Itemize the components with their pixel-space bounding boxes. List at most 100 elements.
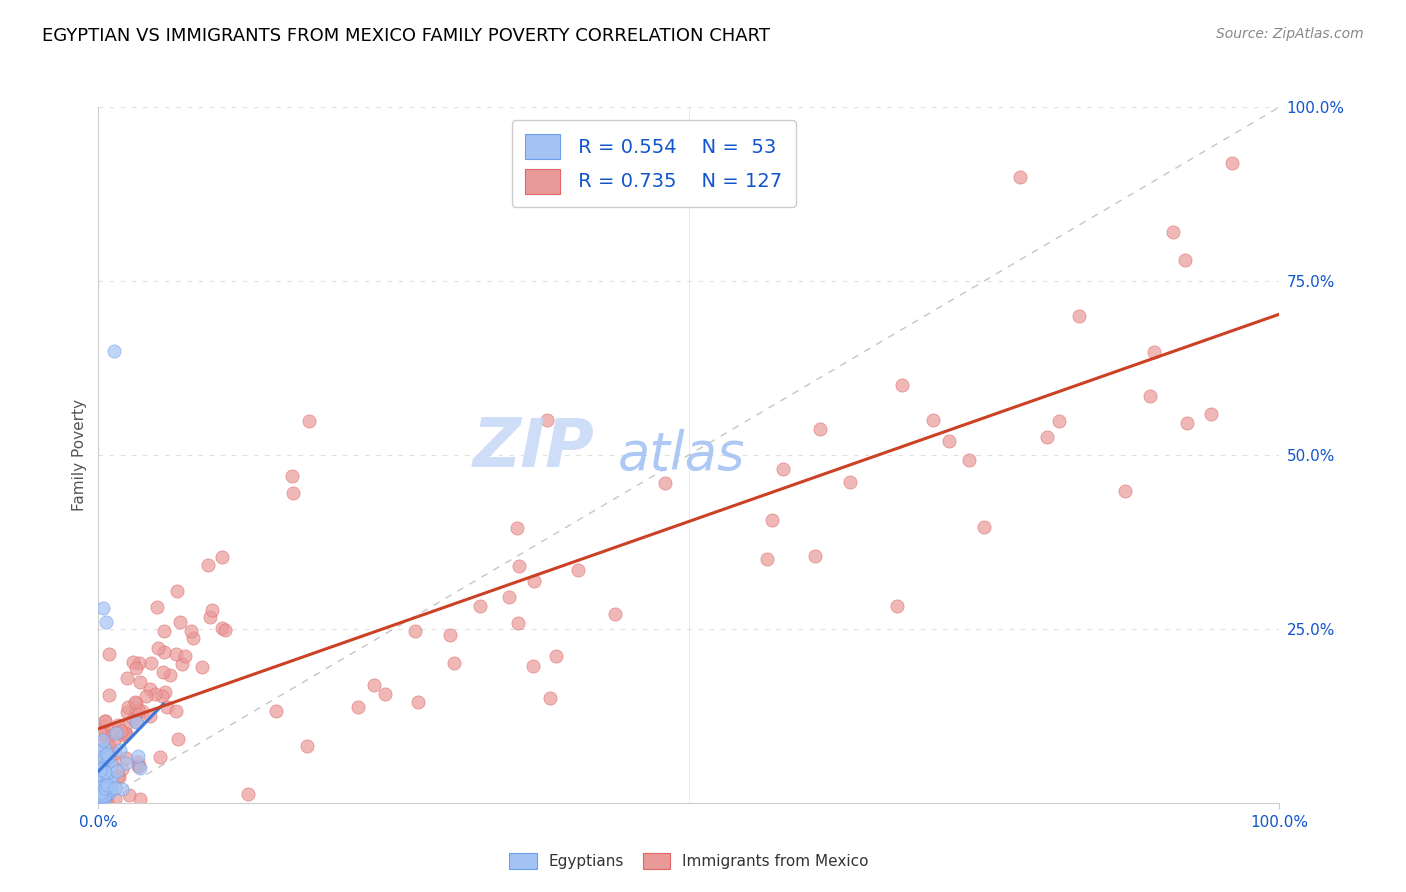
Point xyxy=(96,778,118,792)
Point xyxy=(139,656,162,670)
Point xyxy=(128,792,150,806)
Point xyxy=(890,378,912,392)
Point xyxy=(91,758,114,772)
Point xyxy=(89,783,111,797)
Point xyxy=(567,562,589,576)
Point xyxy=(94,788,117,802)
Point xyxy=(201,603,224,617)
Point xyxy=(761,513,783,527)
Point xyxy=(100,781,122,796)
Point xyxy=(97,755,120,769)
Point xyxy=(96,747,118,762)
Point xyxy=(107,764,129,778)
Point xyxy=(1161,225,1184,239)
Point xyxy=(90,743,112,757)
Point xyxy=(91,760,114,774)
Point xyxy=(91,772,114,786)
Point xyxy=(181,631,204,645)
Point xyxy=(159,667,181,681)
Point xyxy=(111,781,134,796)
Point xyxy=(89,770,111,784)
Point xyxy=(104,780,127,795)
Point xyxy=(153,645,176,659)
Point xyxy=(1008,169,1031,184)
Point xyxy=(94,779,117,793)
Point xyxy=(153,624,176,638)
Point xyxy=(91,764,114,779)
Point xyxy=(523,574,546,588)
Point xyxy=(145,600,167,615)
Point xyxy=(128,761,150,775)
Point xyxy=(756,552,779,566)
Point xyxy=(97,785,120,799)
Point xyxy=(170,657,193,672)
Point xyxy=(153,685,176,699)
Point xyxy=(89,795,111,809)
Point xyxy=(115,727,138,741)
Point xyxy=(439,628,461,642)
Point xyxy=(114,751,136,765)
Point xyxy=(125,705,148,719)
Point xyxy=(91,726,114,740)
Point xyxy=(89,764,111,778)
Point xyxy=(180,624,202,638)
Point xyxy=(118,788,141,802)
Point xyxy=(91,772,114,787)
Point xyxy=(89,725,111,739)
Point xyxy=(117,699,139,714)
Point xyxy=(114,756,136,770)
Point xyxy=(114,726,136,740)
Point xyxy=(93,733,115,747)
Point xyxy=(93,764,115,779)
Point xyxy=(804,549,827,564)
Point xyxy=(468,599,491,613)
Point xyxy=(122,655,145,669)
Point xyxy=(281,485,304,500)
Point xyxy=(122,712,145,726)
Point xyxy=(508,615,530,630)
Point xyxy=(107,769,129,783)
Point xyxy=(166,584,188,599)
Point xyxy=(93,714,115,729)
Point xyxy=(654,475,676,490)
Point xyxy=(1036,430,1059,444)
Point xyxy=(93,742,115,756)
Point xyxy=(100,758,122,772)
Point xyxy=(111,728,134,742)
Point xyxy=(264,704,287,718)
Point xyxy=(127,755,149,769)
Point xyxy=(91,787,114,801)
Point xyxy=(104,724,127,739)
Point xyxy=(100,775,122,789)
Point xyxy=(522,659,544,673)
Point xyxy=(108,743,131,757)
Text: EGYPTIAN VS IMMIGRANTS FROM MEXICO FAMILY POVERTY CORRELATION CHART: EGYPTIAN VS IMMIGRANTS FROM MEXICO FAMIL… xyxy=(42,27,770,45)
Point xyxy=(198,609,221,624)
Point xyxy=(295,739,318,753)
Point xyxy=(91,779,114,793)
Point xyxy=(1174,253,1197,268)
Point xyxy=(98,786,121,800)
Point xyxy=(498,590,520,604)
Point xyxy=(94,765,117,780)
Point xyxy=(1047,413,1070,427)
Point xyxy=(298,414,321,428)
Point xyxy=(111,762,134,776)
Point xyxy=(89,790,111,805)
Point xyxy=(93,795,115,809)
Point xyxy=(96,784,118,798)
Point xyxy=(98,739,121,753)
Point xyxy=(536,413,558,427)
Point xyxy=(127,715,149,730)
Point xyxy=(128,759,150,773)
Point xyxy=(105,726,128,740)
Point xyxy=(506,521,529,535)
Point xyxy=(363,678,385,692)
Point xyxy=(128,675,150,690)
Point xyxy=(149,750,172,764)
Point xyxy=(139,709,162,723)
Point xyxy=(143,687,166,701)
Point xyxy=(131,704,153,718)
Point xyxy=(214,623,236,637)
Point xyxy=(89,780,111,794)
